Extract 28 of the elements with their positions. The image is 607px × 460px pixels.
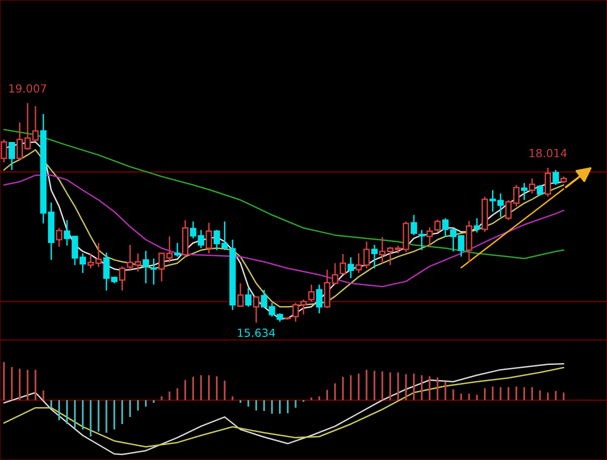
candlestick: [0, 138, 8, 163]
candlestick: [521, 182, 528, 201]
annotation: 18.014: [530, 148, 567, 158]
candlestick: [316, 284, 322, 314]
candlestick: [206, 222, 212, 254]
candlestick: [536, 184, 544, 196]
candlestick: [118, 266, 126, 292]
candlestick: [410, 214, 418, 236]
candlestick: [434, 218, 441, 233]
annotation: 19.007: [9, 84, 46, 93]
candlestick: [426, 226, 433, 248]
candlestick: [142, 250, 150, 284]
candlestick: [8, 142, 16, 171]
candlestick: [371, 244, 378, 270]
candlestick: [150, 258, 157, 286]
candlestick: [174, 242, 181, 258]
candlestick: [348, 256, 354, 279]
candlestick: [552, 169, 559, 186]
candlestick: [544, 167, 552, 198]
annotation: 15.634: [238, 328, 276, 337]
candlestick: [245, 287, 252, 308]
candlestick: [474, 218, 480, 234]
candlestick: [56, 227, 62, 248]
candlestick: [237, 282, 244, 308]
candlestick: [252, 296, 260, 324]
candlestick: [418, 229, 425, 251]
candlestick: [528, 178, 536, 194]
candlestick: [308, 284, 315, 302]
